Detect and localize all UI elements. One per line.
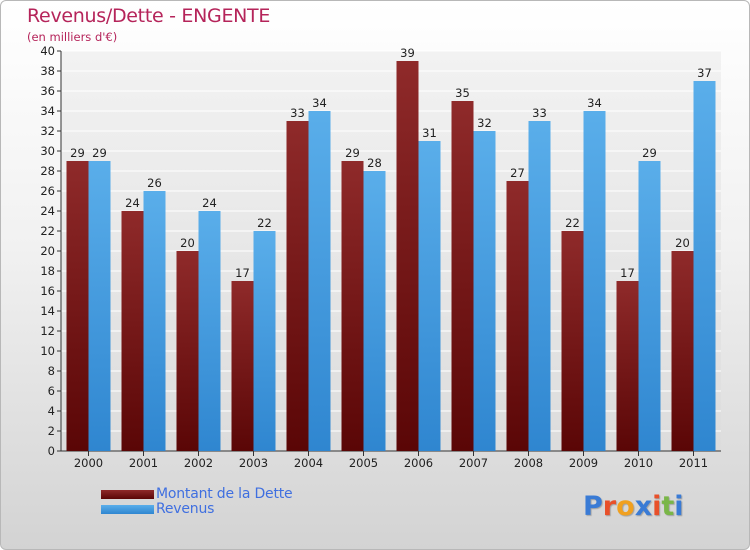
bar-dette: [671, 251, 694, 451]
data-label-dette: 22: [565, 216, 580, 230]
bar-dette: [286, 121, 309, 451]
x-tick-label: 2009: [569, 456, 598, 470]
logo-letter: i: [652, 491, 662, 522]
y-tick-label: 0: [48, 444, 55, 458]
x-tick-label: 2004: [294, 456, 323, 470]
bar-revenus: [583, 111, 606, 451]
data-label-revenus: 28: [367, 156, 382, 170]
data-label-revenus: 34: [312, 96, 327, 110]
logo-letter: t: [661, 491, 675, 522]
y-tick-label: 2: [48, 424, 55, 438]
chart-title: Revenus/Dette - ENGENTE: [27, 5, 271, 27]
bar-revenus: [198, 211, 221, 451]
y-tick-label: 22: [40, 224, 55, 238]
bar-dette: [341, 161, 364, 451]
data-label-revenus: 31: [422, 126, 437, 140]
data-label-revenus: 37: [697, 66, 712, 80]
bar-dette: [616, 281, 639, 451]
data-label-dette: 24: [125, 196, 140, 210]
bar-dette: [506, 181, 529, 451]
x-tick-label: 2005: [349, 456, 378, 470]
y-tick-label: 12: [40, 324, 55, 338]
bar-revenus: [693, 81, 716, 451]
bar-revenus: [308, 111, 331, 451]
x-tick-label: 2011: [679, 456, 708, 470]
logo-letter: P: [583, 491, 603, 522]
data-label-revenus: 33: [532, 106, 547, 120]
data-label-revenus: 24: [202, 196, 217, 210]
bar-dette: [451, 101, 474, 451]
bar-dette: [231, 281, 254, 451]
y-tick-label: 24: [40, 204, 55, 218]
y-tick-label: 26: [40, 184, 55, 198]
y-tick-label: 32: [40, 124, 55, 138]
data-label-dette: 29: [70, 146, 85, 160]
y-tick-label: 38: [40, 64, 55, 78]
y-tick-label: 36: [40, 84, 55, 98]
logo-letter: r: [602, 491, 617, 522]
data-label-dette: 20: [675, 236, 690, 250]
data-label-dette: 39: [400, 46, 415, 60]
bar-revenus: [143, 191, 166, 451]
bar-dette: [561, 231, 584, 451]
y-tick-label: 6: [48, 384, 55, 398]
legend-swatch-dette: [101, 490, 154, 499]
y-tick-label: 8: [48, 364, 55, 378]
chart-subtitle: (en milliers d'€): [27, 30, 118, 44]
y-tick-label: 4: [48, 404, 55, 418]
data-label-revenus: 34: [587, 96, 602, 110]
bar-revenus: [253, 231, 276, 451]
bar-revenus: [473, 131, 496, 451]
data-label-dette: 35: [455, 86, 470, 100]
data-label-revenus: 29: [92, 146, 107, 160]
y-tick-label: 14: [40, 304, 55, 318]
logo-letter: x: [634, 491, 653, 522]
x-tick-label: 2008: [514, 456, 543, 470]
bar-revenus: [638, 161, 661, 451]
data-label-dette: 17: [235, 266, 250, 280]
legend-label-revenus: Revenus: [156, 501, 215, 517]
data-label-dette: 29: [345, 146, 360, 160]
legend-label-dette: Montant de la Dette: [156, 486, 293, 502]
y-tick-label: 10: [40, 344, 55, 358]
data-label-revenus: 26: [147, 176, 162, 190]
y-tick-label: 30: [40, 144, 55, 158]
x-tick-label: 2002: [184, 456, 213, 470]
y-tick-label: 20: [40, 244, 55, 258]
x-tick-label: 2007: [459, 456, 488, 470]
data-label-dette: 27: [510, 166, 525, 180]
x-tick-label: 2006: [404, 456, 433, 470]
x-tick-label: 2000: [74, 456, 103, 470]
bar-dette: [396, 61, 419, 451]
bar-revenus: [88, 161, 111, 451]
y-tick-label: 28: [40, 164, 55, 178]
x-tick-label: 2003: [239, 456, 268, 470]
data-label-revenus: 32: [477, 116, 492, 130]
bar-dette: [176, 251, 199, 451]
x-tick-label: 2010: [624, 456, 653, 470]
bar-revenus: [528, 121, 551, 451]
proxiti-logo: Proxiti: [583, 491, 684, 522]
logo-letter: o: [616, 491, 635, 522]
y-tick-label: 16: [40, 284, 55, 298]
bar-dette: [66, 161, 89, 451]
bar-dette: [121, 211, 144, 451]
data-label-dette: 20: [180, 236, 195, 250]
bar-revenus: [418, 141, 441, 451]
x-tick-label: 2001: [129, 456, 158, 470]
bar-revenus: [363, 171, 386, 451]
y-tick-label: 18: [40, 264, 55, 278]
logo-letter: i: [674, 491, 684, 522]
data-label-dette: 17: [620, 266, 635, 280]
y-tick-label: 34: [40, 104, 55, 118]
data-label-dette: 33: [290, 106, 305, 120]
data-label-revenus: 29: [642, 146, 657, 160]
legend-swatch-revenus: [101, 505, 154, 514]
data-label-revenus: 22: [257, 216, 272, 230]
y-tick-label: 40: [40, 44, 55, 58]
